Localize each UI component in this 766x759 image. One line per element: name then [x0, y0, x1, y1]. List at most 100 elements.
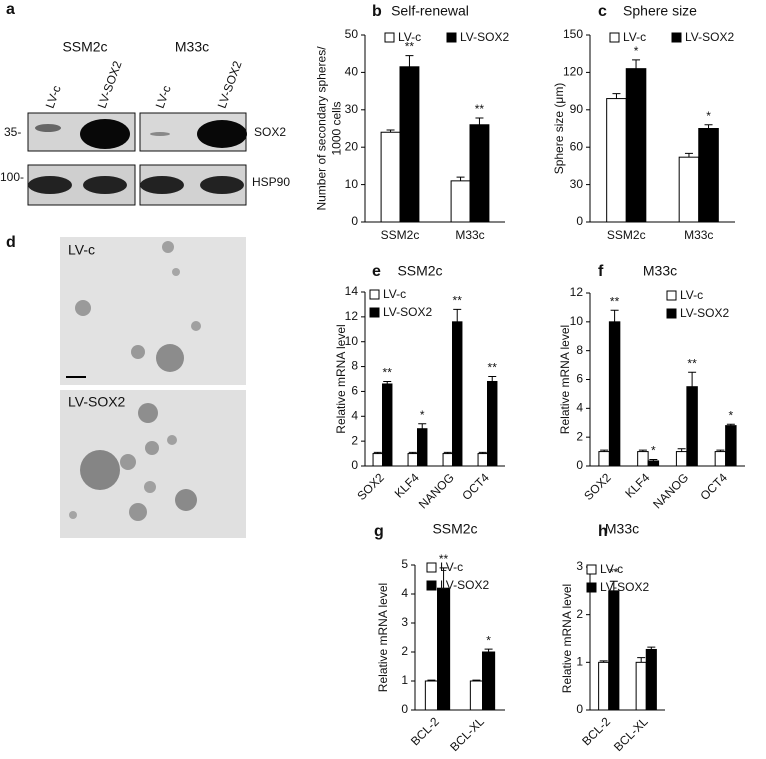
y-tick-label: 2 — [351, 433, 358, 447]
bar — [469, 680, 484, 711]
x-tick-label: OCT4 — [459, 470, 492, 503]
legend-swatch — [446, 32, 457, 43]
error-bar — [647, 646, 656, 650]
significance: ** — [610, 294, 620, 308]
legend-label: LV-SOX2 — [460, 30, 509, 44]
bar — [482, 651, 496, 711]
chart-title: M33c — [605, 521, 639, 537]
lane-label: LV-SOX2 — [95, 59, 125, 110]
error-bar — [716, 449, 725, 452]
y-tick-label: 8 — [576, 343, 583, 357]
panel-letter: f — [598, 263, 604, 280]
y-tick-label: 4 — [576, 401, 583, 415]
y-axis-label: Number of secondary spheres/ — [315, 46, 329, 211]
error-bar — [408, 451, 417, 454]
significance: ** — [383, 366, 393, 380]
error-bar — [439, 567, 448, 589]
bar — [452, 321, 463, 467]
y-tick-label: 30 — [570, 177, 584, 191]
chart-title: Self-renewal — [391, 3, 469, 19]
x-tick-label: KLF4 — [622, 470, 652, 500]
error-bar — [637, 657, 646, 663]
x-tick-label: SSM2c — [381, 228, 420, 242]
y-tick-label: 150 — [563, 27, 583, 41]
x-tick-label: BCL-XL — [611, 714, 651, 754]
bar — [469, 124, 490, 223]
legend-swatch — [426, 562, 437, 573]
bar — [407, 453, 418, 467]
significance: ** — [609, 565, 619, 579]
legend-swatch — [609, 32, 620, 43]
y-tick-label: 4 — [351, 408, 358, 422]
bar — [608, 590, 620, 711]
x-tick-label: BCL-2 — [408, 714, 442, 748]
chart-title: SSM2c — [397, 263, 442, 279]
sphere-image — [60, 237, 246, 385]
legend-label: LV-c — [680, 288, 703, 302]
bar — [635, 661, 647, 711]
error-bar — [475, 117, 484, 125]
error-bar — [649, 459, 658, 461]
y-tick-label: 2 — [576, 607, 583, 621]
x-tick-label: KLF4 — [392, 470, 422, 500]
legend-label: LV-c — [440, 560, 463, 574]
x-tick-label: BCL-2 — [579, 714, 613, 748]
chart-title: Sphere size — [623, 3, 697, 19]
bar — [625, 68, 647, 223]
mw-marker: 100- — [0, 170, 24, 184]
bar — [450, 180, 471, 223]
y-tick-label: 5 — [401, 557, 408, 571]
bar — [608, 321, 621, 467]
bar — [417, 428, 428, 467]
y-tick-label: 3 — [576, 559, 583, 573]
bar — [606, 98, 627, 223]
panel-letter: a — [6, 1, 15, 18]
significance: ** — [439, 552, 449, 566]
panel-letter: e — [372, 263, 381, 280]
significance: * — [486, 633, 491, 647]
bar — [424, 680, 439, 711]
legend-label: LV-SOX2 — [680, 306, 729, 320]
legend-label: LV-SOX2 — [383, 305, 432, 319]
y-tick-label: 40 — [345, 65, 359, 79]
y-tick-label: 2 — [401, 644, 408, 658]
y-tick-label: 0 — [576, 214, 583, 228]
bar — [477, 453, 488, 467]
bar — [598, 451, 610, 467]
x-tick-label: SOX2 — [354, 470, 387, 503]
error-bar — [632, 59, 641, 69]
lane-label: LV-c — [43, 84, 64, 111]
error-bar — [684, 152, 693, 158]
significance: ** — [405, 40, 415, 54]
y-axis-label: Relative mRNA level — [560, 584, 574, 693]
x-tick-label: SOX2 — [581, 470, 614, 503]
y-tick-label: 0 — [576, 458, 583, 472]
y-tick-label: 0 — [351, 458, 358, 472]
blot — [27, 112, 247, 206]
y-tick-label: 10 — [570, 314, 584, 328]
y-tick-label: 12 — [570, 285, 584, 299]
panel-letter: g — [374, 523, 384, 540]
y-axis-label: Relative mRNA level — [558, 325, 572, 434]
significance: * — [420, 408, 425, 422]
y-tick-label: 20 — [345, 139, 359, 153]
bar — [437, 587, 451, 711]
bar — [725, 425, 737, 467]
significance: * — [634, 44, 639, 58]
error-bar — [677, 448, 686, 452]
error-bar — [688, 371, 697, 387]
error-bar — [373, 451, 382, 454]
bar — [686, 386, 698, 467]
sphere-image — [60, 390, 246, 538]
error-bar — [726, 423, 735, 426]
error-bar — [443, 451, 452, 454]
bar — [637, 451, 649, 467]
significance: ** — [475, 102, 485, 116]
legend-label: LV-SOX2 — [440, 578, 489, 592]
y-axis-label: Relative mRNA level — [334, 324, 348, 433]
bar — [380, 131, 401, 223]
protein-label: HSP90 — [252, 175, 290, 189]
y-tick-label: 0 — [351, 214, 358, 228]
error-bar — [478, 451, 487, 454]
error-bar — [456, 176, 465, 181]
